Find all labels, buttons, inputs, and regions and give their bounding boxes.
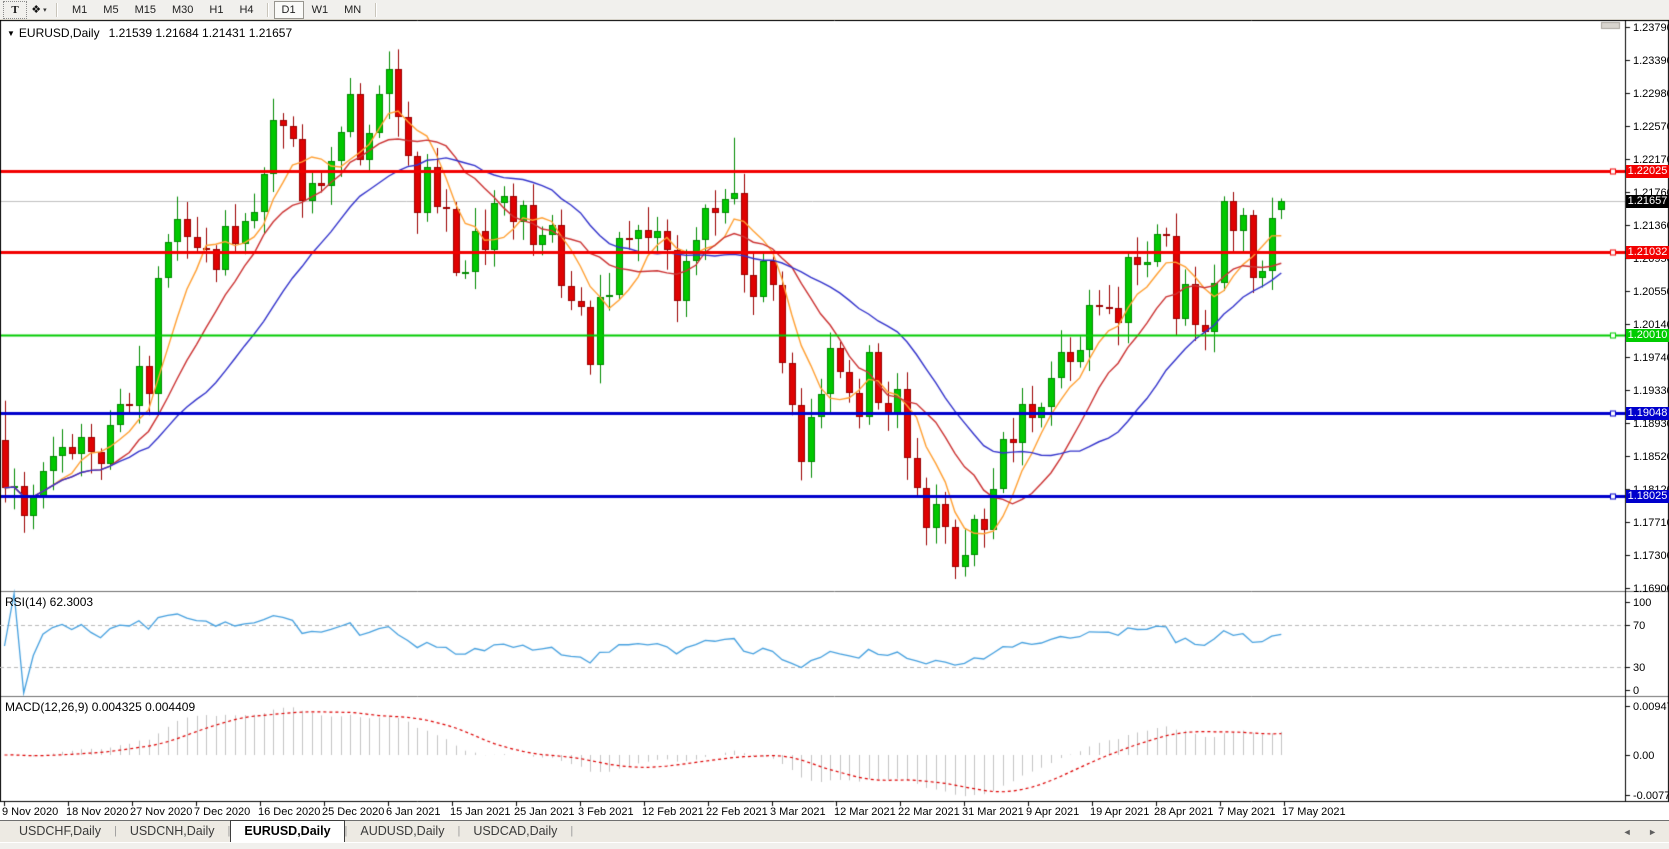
tab-separator: | (457, 825, 461, 837)
timeframe-group: M1 M5 M15 M30 H1 H4 D1 W1 MN (64, 0, 369, 19)
tab-audusd[interactable]: AUDUSD,Daily (360, 824, 445, 838)
toolbar-separator (266, 2, 269, 17)
tab-separator: | (570, 825, 574, 837)
tab-separator: | (344, 825, 348, 837)
ohlc-values: 1.21539 1.21684 1.21431 1.21657 (108, 26, 293, 40)
dropdown-caret-icon: ▾ (43, 6, 47, 14)
chart-symbol-title[interactable]: ▼ EURUSD,Daily 1.21539 1.21684 1.21431 1.2… (7, 26, 292, 40)
hline-price-tag[interactable]: 1.18025 (1626, 490, 1669, 503)
timeframe-button-m30[interactable]: M30 (171, 3, 194, 16)
timeframe-button-mn[interactable]: MN (344, 3, 362, 16)
tab-scroll-arrows: ◄ ► (1609, 827, 1657, 842)
timeframe-button-m1[interactable]: M1 (72, 3, 88, 16)
chart-tabbar: USDCHF,Daily | USDCNH,Daily | EURUSD,Daily | A… (0, 820, 1669, 842)
tab-separator: | (113, 825, 117, 837)
objects-icon: ❖ (31, 3, 42, 16)
current-price-tag[interactable]: 1.21657 (1626, 195, 1669, 208)
tab-usdcnh[interactable]: USDCNH,Daily (129, 824, 215, 838)
timeframe-button-w1[interactable]: W1 (311, 3, 329, 16)
timeframe-button-h4[interactable]: H4 (239, 3, 254, 16)
timeframe-button-m5[interactable]: M5 (103, 3, 119, 16)
hline-price-tag[interactable]: 1.19048 (1626, 407, 1669, 420)
hline-price-tag[interactable]: 1.21032 (1626, 246, 1669, 259)
price-chart-canvas[interactable] (0, 20, 1669, 820)
chart-area: ▼ EURUSD,Daily 1.21539 1.21684 1.21431 1.2… (0, 20, 1669, 820)
tab-eurusd[interactable]: EURUSD,Daily (230, 820, 345, 842)
text-tool-button[interactable]: T (3, 0, 27, 19)
tab-separator: | (227, 825, 231, 837)
toolbar-separator (56, 2, 58, 17)
timeframe-button-d1[interactable]: D1 (273, 0, 304, 19)
tab-usdchf[interactable]: USDCHF,Daily (19, 824, 101, 838)
tab-scroll-right-icon[interactable]: ► (1648, 827, 1657, 837)
chart-tabs: USDCHF,Daily | USDCNH,Daily | EURUSD,Daily | A… (0, 820, 573, 842)
hline-price-tag[interactable]: 1.20010 (1626, 329, 1669, 342)
tab-scroll-left-icon[interactable]: ◄ (1622, 827, 1632, 837)
timeframe-button-h1[interactable]: H1 (209, 3, 224, 16)
objects-tool-button[interactable]: ❖ ▾ (28, 2, 50, 18)
top-toolbar: T ❖ ▾ M1 M5 M15 M30 H1 H4 D1 W1 MN (0, 0, 1669, 20)
tab-usdcad[interactable]: USDCAD,Daily (473, 824, 558, 838)
hline-price-tag[interactable]: 1.22025 (1626, 165, 1669, 178)
status-bar (0, 842, 1669, 849)
collapse-triangle-icon: ▼ (7, 29, 15, 38)
toolbar-separator (375, 2, 378, 17)
timeframe-button-m15[interactable]: M15 (134, 3, 156, 16)
symbol-label: EURUSD,Daily (18, 26, 100, 40)
